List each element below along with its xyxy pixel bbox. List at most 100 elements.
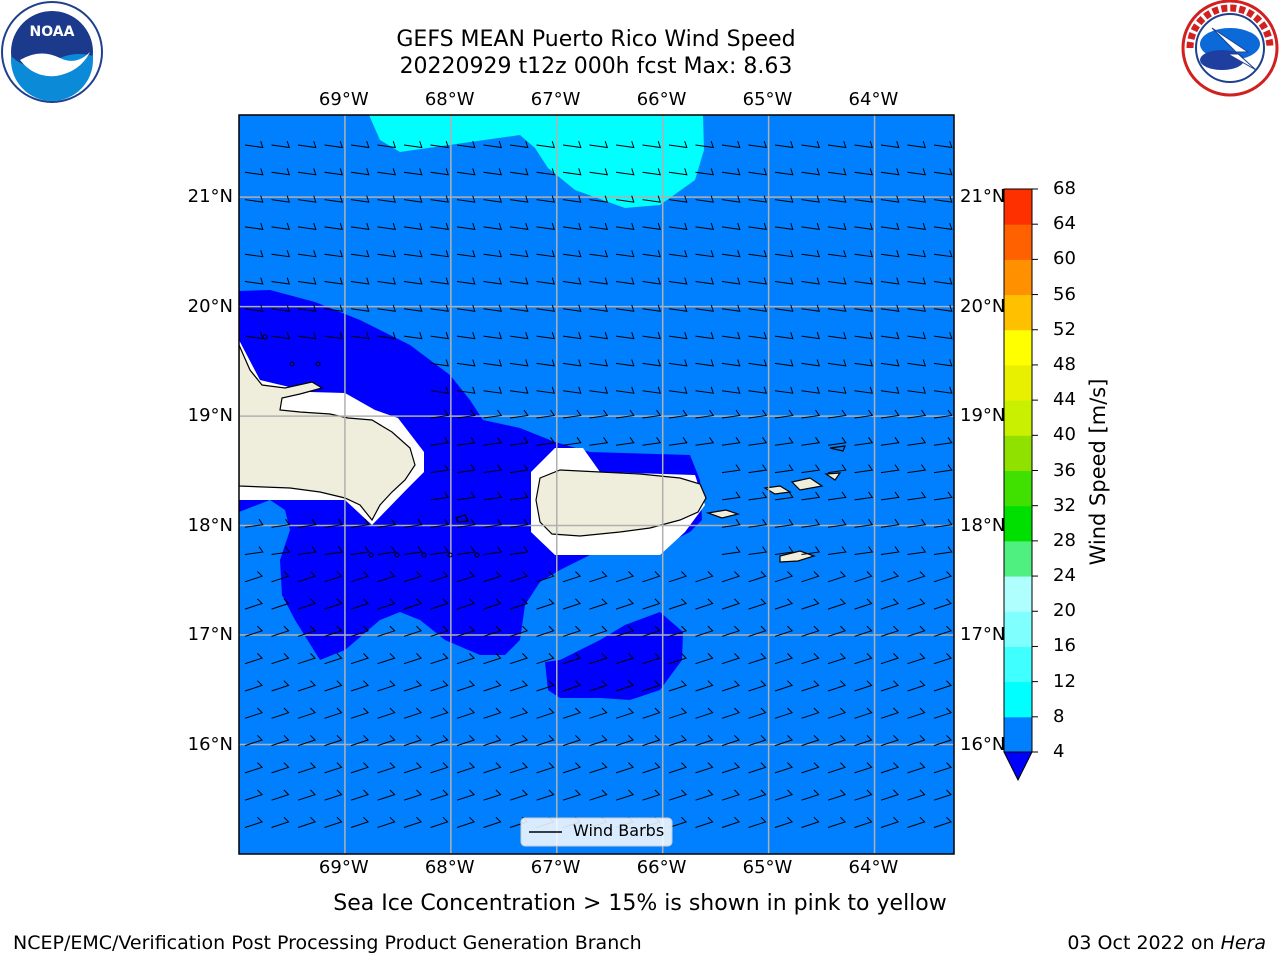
wind-barb <box>748 518 768 528</box>
wind-barb <box>324 680 343 692</box>
wind-barb <box>854 491 874 501</box>
wind-barb <box>615 359 635 367</box>
wind-barb <box>244 680 264 692</box>
wind-barb <box>854 625 873 637</box>
lon-label-top: 68°W <box>424 89 475 110</box>
wind-barb <box>562 707 582 719</box>
wind-barb <box>377 707 396 719</box>
wind-barb <box>933 680 953 692</box>
wind-barb <box>827 304 847 312</box>
wind-barb <box>642 250 662 258</box>
wind-barb <box>456 250 476 258</box>
lat-label-right: 17°N <box>960 624 1006 646</box>
wind-barb <box>589 789 608 801</box>
wind-barb <box>483 546 503 555</box>
lon-label-top: 66°W <box>636 89 687 110</box>
wind-barb <box>615 571 635 583</box>
wind-barb <box>695 707 714 719</box>
wind-barb <box>271 653 290 665</box>
wind-barb <box>774 816 794 828</box>
wind-barb <box>297 222 317 231</box>
wind-barb <box>271 277 291 285</box>
lat-label-right: 20°N <box>960 295 1006 317</box>
land-anguilla <box>829 445 846 452</box>
wind-barb <box>297 789 317 801</box>
lon-label-top: 64°W <box>848 89 899 110</box>
colorbar-tick-label: 36 <box>1053 459 1076 481</box>
wind-barb <box>827 250 847 258</box>
wind-barb <box>854 304 874 312</box>
wind-barb <box>748 625 767 637</box>
wind-barb <box>350 734 370 747</box>
wind-barb <box>827 386 847 394</box>
wind-barb <box>509 332 529 340</box>
wind-barb <box>244 195 264 203</box>
wind-barb <box>324 625 343 637</box>
wind-barb <box>562 409 582 419</box>
wind-barb <box>430 598 449 610</box>
wind-barb <box>589 195 609 203</box>
wind-barb <box>827 437 847 446</box>
wind-barb <box>350 222 370 231</box>
wind-barb <box>615 386 635 394</box>
wind-barb <box>430 195 450 203</box>
wind-barb <box>668 168 688 176</box>
wind-barb <box>801 707 820 719</box>
colorbar-segment <box>1004 646 1032 683</box>
wind-barb <box>430 653 449 665</box>
wind-barb <box>271 250 291 258</box>
wind-barb <box>456 222 476 231</box>
wind-barb <box>589 359 609 367</box>
wind-barb <box>297 734 317 747</box>
wind-barb <box>350 789 370 801</box>
wind-barb <box>721 491 741 501</box>
wind-barb <box>456 816 476 828</box>
wind-barb <box>695 734 714 747</box>
wind-barb <box>827 653 847 665</box>
wind-barb <box>403 332 423 340</box>
wind-barb <box>456 195 476 203</box>
wind-barb <box>456 409 476 419</box>
wind-barb <box>933 437 953 446</box>
colorbar-tick-label: 16 <box>1053 635 1076 657</box>
wind-barb <box>774 409 794 419</box>
wind-barb <box>880 168 900 176</box>
wind-barb <box>483 598 502 610</box>
wind-barb <box>827 707 847 719</box>
wind-barb <box>721 464 741 474</box>
wind-barb <box>377 250 397 258</box>
wind-barb <box>933 464 953 474</box>
wind-barb <box>430 250 450 258</box>
wind-barb <box>854 195 874 203</box>
wind-barb <box>483 195 503 203</box>
wind-barb <box>933 762 953 774</box>
wind-barb <box>536 625 555 637</box>
wind-barb <box>377 571 396 583</box>
wind-barb <box>774 359 794 367</box>
wind-barb <box>509 518 529 528</box>
footer-date: 03 Oct 2022 on Hera <box>1067 932 1266 954</box>
wind-barb <box>880 222 900 231</box>
wind-barb <box>827 762 847 774</box>
wind-barb <box>324 762 343 774</box>
wind-barb <box>907 734 926 747</box>
wind-barb <box>907 598 926 610</box>
colorbar-tick-label: 40 <box>1053 424 1076 446</box>
calm-barb <box>421 552 427 558</box>
map-frame <box>238 114 955 855</box>
wind-barb <box>377 332 397 340</box>
wind-barb <box>377 598 396 610</box>
wind-barb <box>483 789 502 801</box>
wind-barb <box>801 222 821 231</box>
wind-barb <box>880 653 900 665</box>
wind-barb <box>403 653 423 665</box>
colorbar-segment <box>1004 224 1032 260</box>
wind-barb <box>456 304 476 312</box>
wind-barb <box>271 625 290 637</box>
wind-barb <box>589 653 608 665</box>
colorbar-segment <box>1004 540 1032 577</box>
wind-barb <box>483 168 503 176</box>
wind-barb <box>721 168 741 176</box>
wind-barb <box>456 168 476 176</box>
wind-barb <box>774 140 794 149</box>
